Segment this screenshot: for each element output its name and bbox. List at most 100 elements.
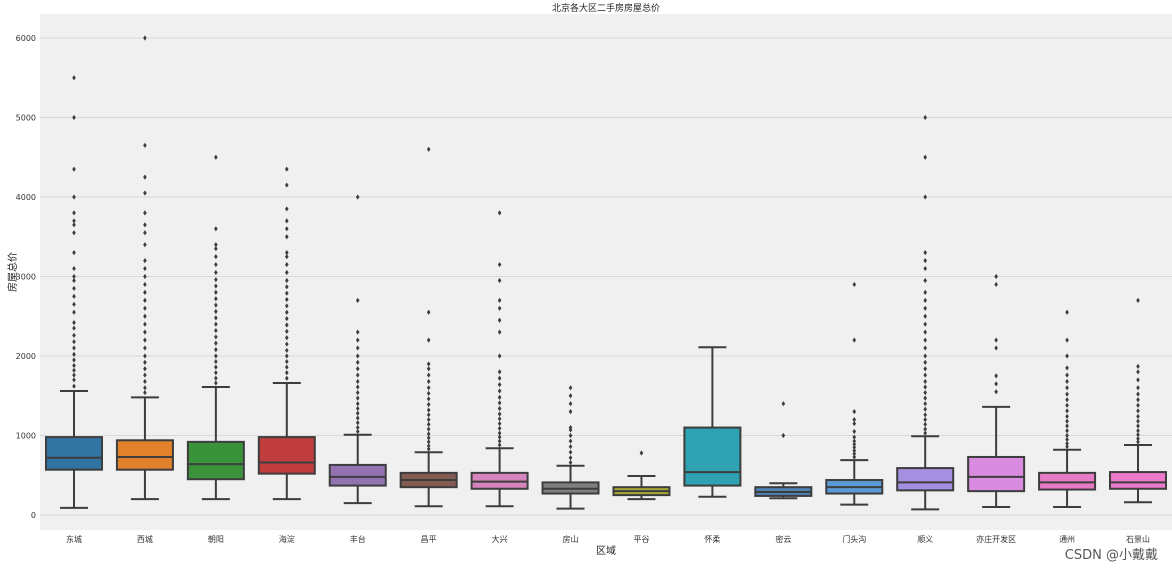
outlier-point <box>143 385 147 391</box>
outlier-point <box>355 410 360 416</box>
outlier-point <box>1136 423 1140 429</box>
outlier-point <box>568 393 573 399</box>
box-iqr <box>186 440 245 481</box>
outlier-point <box>568 385 573 391</box>
outlier-point <box>214 334 218 340</box>
outlier-point <box>285 309 289 315</box>
outlier-point <box>994 381 998 387</box>
outlier-point <box>1065 402 1069 408</box>
outlier-point <box>497 329 502 335</box>
outlier-point <box>355 415 360 421</box>
outlier-point <box>852 444 857 451</box>
box-iqr <box>683 426 742 487</box>
box-通州 <box>1038 309 1097 509</box>
x-tick-label: 门头沟 <box>842 534 866 544</box>
x-tick-label: 丰台 <box>350 534 366 544</box>
outlier-point <box>923 297 927 303</box>
outlier-point <box>1136 418 1140 424</box>
outlier-point <box>568 401 573 407</box>
outlier-point <box>143 230 147 236</box>
outlier-point <box>497 411 502 417</box>
outlier-point <box>923 378 927 385</box>
outlier-point <box>72 230 76 236</box>
outlier-point <box>214 289 218 295</box>
outlier-point <box>143 313 147 319</box>
watermark-text: CSDN @小戴戴 <box>1064 548 1158 563</box>
outlier-point <box>923 389 927 396</box>
outlier-point <box>568 432 573 439</box>
box-朝阳 <box>186 154 245 501</box>
outlier-point <box>568 409 573 415</box>
outlier-point <box>923 114 927 121</box>
outlier-point <box>214 277 218 283</box>
box-亦庄开发区 <box>967 273 1026 509</box>
outlier-point <box>72 250 76 256</box>
outlier-point <box>72 277 76 284</box>
outlier-point <box>852 420 857 427</box>
outlier-point <box>852 441 857 447</box>
outlier-point <box>1065 436 1069 443</box>
outlier-point <box>994 337 998 343</box>
outlier-point <box>426 417 431 423</box>
outlier-point <box>497 353 502 359</box>
outlier-point <box>214 380 218 386</box>
x-tick-label: 怀柔 <box>704 534 720 544</box>
x-tick-label: 密云 <box>775 534 791 544</box>
outlier-point <box>355 420 360 426</box>
outlier-point <box>568 449 573 455</box>
outlier-point <box>1065 418 1069 424</box>
outlier-point <box>214 347 218 353</box>
outlier-point <box>1065 413 1069 420</box>
y-tick-label: 3000 <box>16 273 36 282</box>
outlier-point <box>72 265 76 272</box>
outlier-point <box>1136 402 1140 408</box>
outlier-point <box>1065 353 1069 359</box>
outlier-point <box>568 455 573 461</box>
outlier-point <box>1136 428 1140 434</box>
outlier-point <box>923 258 927 264</box>
outlier-point <box>426 366 431 372</box>
box-平谷 <box>612 450 671 501</box>
outlier-point <box>143 265 147 272</box>
outlier-point <box>426 337 431 343</box>
box-丰台 <box>328 194 387 505</box>
box-东城 <box>45 75 103 509</box>
chart-title: 北京各大区二手房房屋总价 <box>552 2 660 14</box>
outlier-point <box>143 337 147 343</box>
outlier-point <box>1065 444 1069 450</box>
outlier-point <box>143 389 147 396</box>
outlier-point <box>143 378 147 385</box>
outlier-point <box>994 345 998 351</box>
outlier-point <box>214 370 218 376</box>
outlier-point <box>143 366 147 372</box>
outlier-point <box>852 428 857 435</box>
outlier-point <box>214 269 218 276</box>
outlier-point <box>143 329 147 335</box>
outlier-point <box>143 222 147 228</box>
outlier-point <box>143 174 147 180</box>
outlier-point <box>72 194 76 200</box>
outlier-point <box>426 309 431 315</box>
outlier-point <box>923 401 927 407</box>
outlier-point <box>923 353 927 359</box>
box-海淀 <box>257 166 316 501</box>
y-axis-label: 房屋总价 <box>6 252 19 292</box>
box-密云 <box>754 401 813 500</box>
outlier-point <box>355 401 360 407</box>
outlier-point <box>143 273 147 280</box>
outlier-point <box>426 439 431 445</box>
boxes-layer <box>45 35 1167 511</box>
outlier-point <box>1065 408 1069 414</box>
outlier-point <box>285 316 289 322</box>
outlier-point <box>214 154 218 160</box>
outlier-point <box>355 395 360 401</box>
outlier-point <box>143 190 147 196</box>
outlier-point <box>1136 413 1140 420</box>
outlier-point <box>143 258 147 264</box>
outlier-point <box>72 332 76 338</box>
outlier-point <box>923 265 927 272</box>
y-tick-label: 6000 <box>16 34 36 43</box>
outlier-point <box>355 359 360 365</box>
outlier-point <box>285 277 289 284</box>
outlier-point <box>852 281 857 288</box>
